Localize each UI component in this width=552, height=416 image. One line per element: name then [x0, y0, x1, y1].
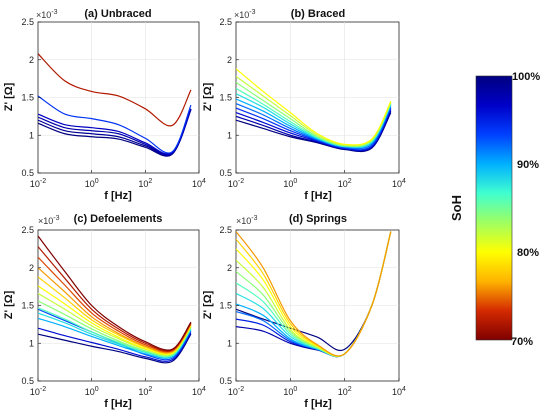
- y-tick-label: 1: [227, 130, 232, 140]
- panel-c: 10-2 100 102 104 0.5 1 1.5 2 2.5 (c) Defoelemen…: [3, 213, 206, 410]
- y-exponent-b: ×10-3: [234, 9, 256, 20]
- series-line: [38, 235, 192, 351]
- panel-title-b: (b) Braced: [291, 8, 345, 20]
- y-tick-label: 1: [29, 130, 34, 140]
- colorbar-tick-70: 70%: [511, 336, 533, 348]
- y-axis-label-a: Z' [Ω]: [3, 82, 15, 111]
- y-tick-label: 1.5: [219, 93, 232, 103]
- x-tick-label: 100: [85, 178, 99, 189]
- x-axis-label-c: f [Hz]: [104, 398, 132, 410]
- y-tick-label: 2.5: [219, 225, 232, 235]
- colorbar: SoH 100% 90% 80% 70%: [449, 71, 540, 348]
- y-axis-label-b: Z' [Ω]: [202, 82, 214, 111]
- y-tick-label: 1: [227, 338, 232, 348]
- y-tick-label: 2: [29, 263, 34, 273]
- series-line: [38, 285, 192, 355]
- y-tick-label: 0.5: [21, 376, 34, 386]
- x-tick-label: 104: [392, 178, 406, 189]
- panel-b: 10-2 100 102 104 0.5 1 1.5 2 2.5 (b) Braced ×10…: [202, 8, 406, 202]
- x-tick-label: 100: [283, 386, 297, 397]
- y-tick-label: 0.5: [21, 168, 34, 178]
- series-line: [38, 308, 192, 361]
- x-axis-label-b: f [Hz]: [304, 190, 332, 202]
- y-tick-label: 1.5: [219, 301, 232, 311]
- y-axis-label-d: Z' [Ω]: [202, 290, 214, 319]
- x-tick-label: 10-2: [228, 178, 244, 189]
- y-ticks-a: 0.5 1 1.5 2 2.5: [21, 17, 41, 178]
- series-line: [38, 246, 192, 352]
- x-tick-label: 10-2: [228, 386, 244, 397]
- x-tick-label: 104: [392, 386, 406, 397]
- panel-d: 10-2 100 102 104 0.5 1 1.5 2 2.5 (d) Springs ×1…: [202, 213, 406, 410]
- panel-a: 10-2 100 102 104 0.5 1 1.5 2 2.5 (a) Unbraced ×…: [3, 8, 206, 202]
- series-line: [38, 108, 192, 156]
- y-tick-label: 1.5: [21, 301, 34, 311]
- x-axis-label-d: f [Hz]: [304, 398, 332, 410]
- x-ticks-c: 10-2 100 102 104: [30, 378, 206, 397]
- series-line: [236, 231, 392, 357]
- series-line: [38, 108, 192, 155]
- series-group-d: [236, 231, 392, 358]
- panel-title-d: (d) Springs: [289, 213, 347, 225]
- y-ticks-c: 0.5 1 1.5 2 2.5: [21, 225, 41, 386]
- y-ticks-b: 0.5 1 1.5 2 2.5: [219, 17, 239, 178]
- series-line: [236, 68, 392, 146]
- x-tick-label: 10-2: [30, 386, 46, 397]
- x-tick-label: 102: [338, 178, 352, 189]
- y-axis-label-c: Z' [Ω]: [3, 290, 15, 319]
- y-exponent-d: ×10-3: [236, 215, 258, 226]
- y-tick-label: 1: [29, 338, 34, 348]
- y-tick-label: 1.5: [21, 93, 34, 103]
- colorbar-tick-90: 90%: [517, 159, 539, 171]
- colorbar-tick-80: 80%: [517, 247, 539, 259]
- y-tick-label: 2: [227, 263, 232, 273]
- y-exponent-c: ×10-3: [38, 215, 60, 226]
- x-ticks-a: 10-2 100 102 104: [30, 170, 206, 189]
- x-ticks-b: 10-2 100 102 104: [228, 170, 406, 189]
- x-tick-label: 100: [283, 178, 297, 189]
- x-tick-label: 104: [192, 178, 206, 189]
- series-line: [38, 300, 192, 357]
- series-line: [236, 102, 392, 150]
- x-tick-label: 10-2: [30, 178, 46, 189]
- series-line: [38, 95, 192, 154]
- series-group-a: [38, 53, 192, 157]
- series-line: [38, 292, 192, 356]
- series-line: [38, 53, 192, 127]
- x-tick-label: 102: [338, 386, 352, 397]
- series-group-b: [236, 68, 392, 153]
- series-line: [38, 276, 192, 355]
- y-exponent-a: ×10-3: [36, 9, 58, 20]
- y-ticks-d: 0.5 1 1.5 2 2.5: [219, 225, 239, 386]
- x-tick-label: 100: [85, 386, 99, 397]
- colorbar-label: SoH: [449, 195, 464, 221]
- colorbar-tick-100: 100%: [512, 71, 540, 83]
- y-tick-label: 2.5: [219, 17, 232, 27]
- series-line: [38, 109, 192, 157]
- series-line: [236, 107, 392, 151]
- y-tick-label: 0.5: [219, 376, 232, 386]
- x-axis-label-a: f [Hz]: [104, 190, 132, 202]
- y-tick-label: 0.5: [219, 168, 232, 178]
- y-tick-label: 2.5: [21, 225, 34, 235]
- series-line: [38, 307, 192, 358]
- series-group-c: [38, 235, 192, 364]
- panel-title-a: (a) Unbraced: [84, 8, 151, 20]
- series-line: [38, 267, 192, 354]
- y-tick-label: 2: [29, 55, 34, 65]
- series-line: [38, 256, 192, 353]
- x-tick-label: 102: [138, 178, 152, 189]
- x-tick-label: 102: [138, 386, 152, 397]
- x-ticks-d: 10-2 100 102 104: [228, 378, 406, 397]
- series-line: [38, 333, 192, 364]
- panel-title-c: (c) Defoelements: [74, 213, 163, 225]
- series-line: [38, 317, 192, 359]
- series-line: [38, 312, 192, 359]
- x-tick-label: 104: [192, 386, 206, 397]
- y-tick-label: 2: [227, 55, 232, 65]
- colorbar-gradient: [475, 75, 513, 341]
- y-tick-label: 2.5: [21, 17, 34, 27]
- series-line: [38, 327, 192, 362]
